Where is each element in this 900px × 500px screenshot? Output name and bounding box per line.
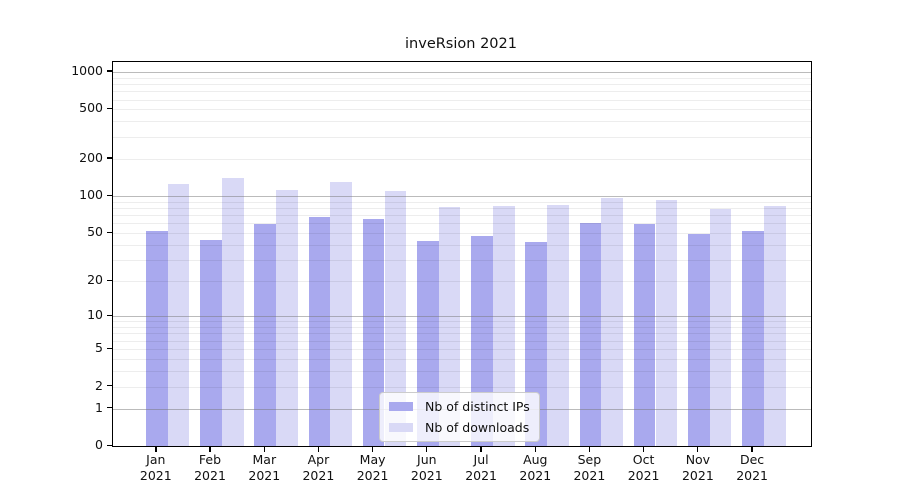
x-tick [317, 446, 320, 452]
minor-gridline [113, 121, 811, 123]
y-tick-label: 20 [87, 272, 103, 288]
x-tick-label: Dec 2021 [736, 452, 768, 483]
bar-oct-distinct-ips [633, 224, 656, 446]
y-tick [107, 407, 112, 409]
y-tick-label: 1000 [71, 62, 103, 78]
y-tick-label: 500 [79, 100, 103, 116]
plot-area [112, 61, 812, 447]
x-tick [155, 446, 157, 452]
bar-dec-distinct-ips [742, 231, 764, 446]
minor-gridline [113, 136, 811, 138]
bar-jan-downloads [167, 184, 190, 446]
y-tick [107, 231, 112, 233]
bar-apr-downloads [330, 182, 352, 446]
x-tick-label: Sep 2021 [573, 452, 606, 483]
x-tick [642, 446, 645, 452]
minor-gridline [113, 109, 811, 111]
y-tick-label: 10 [87, 307, 103, 323]
x-tick-label: Mar 2021 [248, 452, 281, 483]
y-tick [107, 279, 112, 281]
x-tick-label: Aug 2021 [519, 452, 552, 483]
y-tick-label: 0 [95, 437, 103, 452]
legend: Nb of distinct IPs Nb of downloads [379, 392, 540, 442]
minor-gridline [113, 91, 811, 93]
chart-title: inveRsion 2021 [405, 36, 517, 52]
bar-jun-downloads [438, 206, 461, 446]
x-tick [426, 446, 428, 452]
y-tick [107, 107, 112, 110]
y-tick-label: 200 [79, 149, 103, 165]
bar-may-distinct-ips [362, 219, 385, 446]
bar-may-downloads [384, 191, 407, 446]
y-tick [107, 347, 112, 349]
x-tick [534, 446, 536, 452]
bar-feb-downloads [221, 178, 244, 446]
bar-nov-downloads [709, 209, 732, 446]
minor-gridline [113, 77, 811, 79]
x-tick [209, 446, 211, 452]
x-tick [751, 446, 753, 452]
minor-gridline [113, 83, 811, 85]
major-gridline [113, 71, 811, 73]
y-tick-label: 1 [95, 399, 103, 415]
minor-gridline [113, 201, 811, 203]
minor-gridline [113, 223, 811, 225]
x-tick-label: Feb 2021 [194, 452, 226, 483]
bar-oct-downloads [655, 200, 678, 446]
bar-mar-downloads [276, 189, 298, 446]
x-tick-label: Oct 2021 [627, 452, 660, 483]
bar-nov-distinct-ips [688, 234, 710, 446]
y-tick [107, 194, 112, 196]
x-tick [480, 446, 482, 452]
legend-label-distinct-ips: Nb of distinct IPs [425, 399, 530, 414]
x-tick-label: May 2021 [356, 452, 389, 483]
y-tick-label: 2 [95, 377, 103, 393]
legend-swatch-downloads [389, 423, 413, 432]
major-gridline [113, 196, 811, 198]
x-tick [371, 446, 374, 452]
bar-mar-distinct-ips [254, 224, 277, 446]
bar-aug-downloads [547, 205, 569, 446]
legend-row-distinct-ips: Nb of distinct IPs [389, 398, 530, 415]
y-tick [107, 70, 112, 72]
bar-sep-distinct-ips [579, 223, 602, 446]
x-tick-label: Nov 2021 [681, 452, 714, 483]
x-tick [588, 446, 591, 452]
y-tick [107, 314, 112, 316]
minor-gridline [113, 208, 811, 209]
y-tick-label: 100 [79, 187, 103, 203]
y-tick [107, 157, 112, 159]
x-tick [263, 446, 265, 452]
legend-swatch-distinct-ips [389, 402, 413, 411]
x-tick-label: Jan 2021 [139, 452, 172, 483]
bar-sep-downloads [601, 197, 623, 446]
legend-row-downloads: Nb of downloads [389, 419, 530, 436]
minor-gridline [113, 99, 811, 101]
x-tick-label: Jun 2021 [410, 452, 443, 483]
minor-gridline [113, 158, 811, 160]
bar-jan-distinct-ips [146, 231, 168, 446]
minor-gridline [113, 215, 811, 217]
bar-jul-downloads [492, 206, 515, 446]
x-tick [697, 446, 699, 452]
bar-apr-distinct-ips [308, 216, 331, 446]
y-tick [107, 444, 112, 446]
y-tick [107, 385, 112, 387]
y-tick-label: 50 [87, 224, 103, 240]
y-tick-label: 5 [95, 340, 103, 355]
x-tick-label: Jul 2021 [465, 452, 497, 483]
bar-feb-distinct-ips [200, 239, 222, 446]
bar-dec-downloads [763, 206, 786, 446]
legend-label-downloads: Nb of downloads [425, 420, 530, 435]
x-tick-label: Apr 2021 [302, 452, 335, 483]
